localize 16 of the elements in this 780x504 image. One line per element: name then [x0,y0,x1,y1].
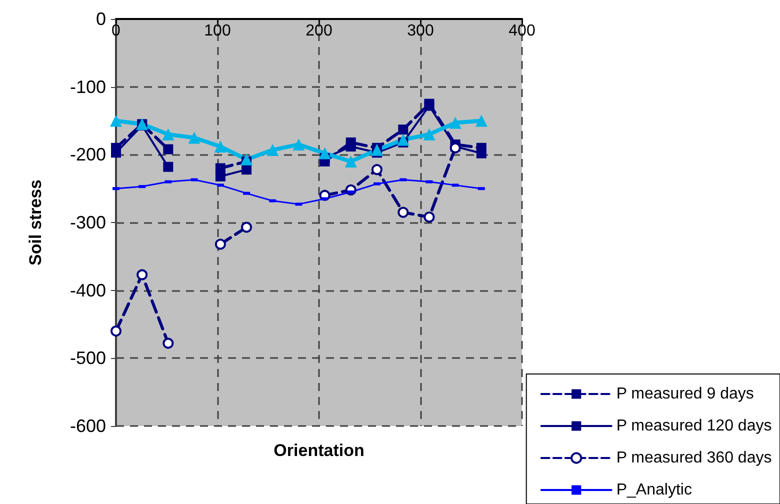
legend-label: P_Analytic [616,482,692,498]
legend-label: P measured 360 days [616,450,772,466]
y-tick-label: -400 [70,280,106,300]
y-tick-label: -300 [70,212,106,232]
y-tick-label: -600 [70,416,106,436]
x-axis-title: Orientation [274,441,364,460]
x-tick-label: 300 [407,22,434,40]
legend-label: P measured 120 days [616,418,772,434]
x-tick-label: 400 [508,22,536,40]
x-tick-label: 100 [204,22,231,40]
legend-label: P measured 9 days [616,386,754,402]
y-tick-label: -500 [70,348,106,368]
y-axis-title: Soil stress [26,180,45,266]
x-tick-label: 200 [306,22,332,40]
y-tick-label: -100 [70,76,106,97]
y-tick-label: -200 [70,144,106,165]
